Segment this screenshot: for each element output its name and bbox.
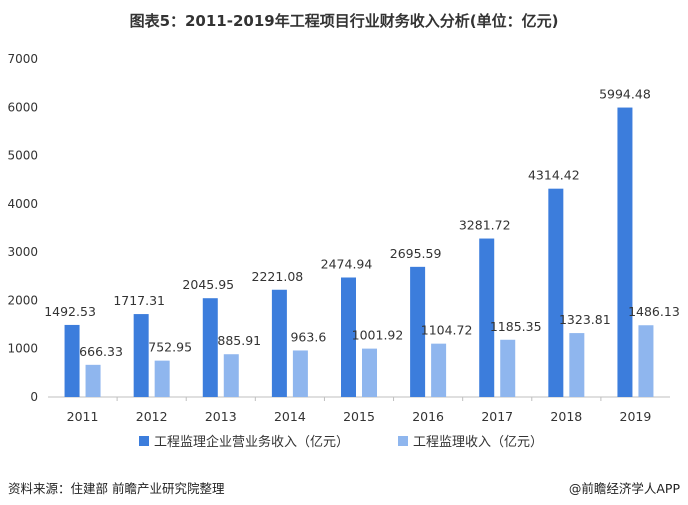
bar-series1 bbox=[479, 238, 495, 397]
bar-series2 bbox=[154, 360, 170, 397]
bar-series2 bbox=[569, 333, 585, 397]
data-label-series2: 1104.72 bbox=[421, 323, 473, 338]
bar-series1 bbox=[64, 324, 80, 397]
bar-series2 bbox=[362, 348, 377, 397]
data-label-series2: 1323.81 bbox=[559, 312, 611, 327]
data-label-series2: 1001.92 bbox=[352, 328, 404, 343]
bar-series1 bbox=[202, 298, 218, 397]
x-tick-label: 2012 bbox=[136, 409, 168, 424]
x-tick-label: 2018 bbox=[550, 409, 582, 424]
data-label-series1: 3281.72 bbox=[459, 218, 511, 233]
y-tick-label: 2000 bbox=[7, 293, 38, 307]
data-label-series1: 5994.48 bbox=[599, 87, 651, 102]
legend-label-series1: 工程监理企业营业务收入（亿元） bbox=[154, 434, 349, 450]
bar-series1 bbox=[410, 266, 426, 397]
bar-series1 bbox=[341, 277, 356, 397]
y-tick-label: 0 bbox=[30, 390, 38, 404]
y-tick-label: 4000 bbox=[7, 197, 38, 211]
bar-series2 bbox=[431, 343, 447, 397]
bar-series1 bbox=[133, 314, 149, 397]
data-label-series1: 2474.94 bbox=[321, 256, 373, 271]
data-label-series1: 1717.31 bbox=[113, 293, 165, 308]
bar-series2 bbox=[638, 325, 654, 397]
data-label-series2: 666.33 bbox=[79, 344, 123, 359]
data-label-series1: 2695.59 bbox=[390, 246, 442, 261]
data-label-series1: 2221.08 bbox=[252, 269, 304, 284]
y-tick-label: 1000 bbox=[7, 342, 38, 356]
data-label-series2: 752.95 bbox=[148, 340, 192, 355]
data-label-series2: 885.91 bbox=[217, 333, 261, 348]
source-note: 资料来源：住建部 前瞻产业研究院整理 bbox=[8, 481, 225, 496]
y-tick-label: 7000 bbox=[7, 52, 38, 66]
data-label-series1: 2045.95 bbox=[182, 277, 234, 292]
data-label-series1: 1492.53 bbox=[44, 304, 96, 319]
bar-series1 bbox=[548, 188, 564, 397]
x-tick-label: 2017 bbox=[481, 409, 513, 424]
data-label-series2: 963.6 bbox=[290, 329, 326, 344]
x-tick-label: 2019 bbox=[620, 409, 652, 424]
brand-label: @前瞻经济学人APP bbox=[568, 481, 680, 496]
bar-series2 bbox=[223, 354, 239, 397]
x-tick-label: 2016 bbox=[412, 409, 444, 424]
legend-swatch-series1 bbox=[139, 436, 149, 446]
bar-series2 bbox=[500, 339, 516, 397]
chart-title: 图表5：2011-2019年工程项目行业财务收入分析(单位：亿元) bbox=[129, 12, 559, 30]
legend-swatch-series2 bbox=[398, 436, 408, 446]
bar-series1 bbox=[617, 107, 633, 398]
bar-series2 bbox=[292, 350, 308, 397]
bar-series2 bbox=[85, 364, 101, 397]
x-tick-label: 2014 bbox=[274, 409, 306, 424]
bar-series1 bbox=[271, 289, 287, 397]
x-tick-label: 2013 bbox=[205, 409, 237, 424]
x-tick-label: 2015 bbox=[343, 409, 375, 424]
y-tick-label: 6000 bbox=[7, 100, 38, 114]
y-tick-label: 3000 bbox=[7, 245, 38, 259]
legend-label-series2: 工程监理收入（亿元） bbox=[413, 435, 543, 450]
data-label-series2: 1486.13 bbox=[628, 304, 680, 319]
x-tick-label: 2011 bbox=[67, 409, 99, 424]
data-label-series2: 1185.35 bbox=[490, 319, 542, 334]
data-label-series1: 4314.42 bbox=[528, 168, 580, 183]
y-tick-label: 5000 bbox=[7, 149, 38, 163]
